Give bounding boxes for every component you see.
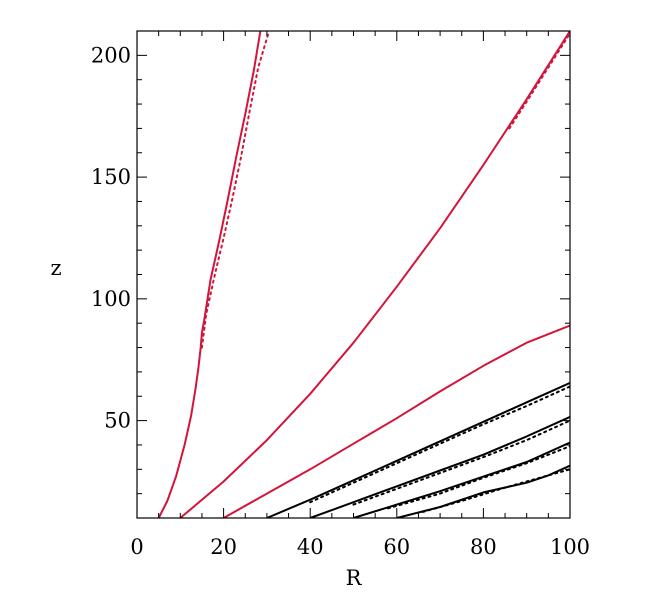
series-line-2-dotted: [200, 31, 271, 349]
series-line-5-solid: [223, 324, 570, 518]
y-axis-label: z: [50, 256, 61, 280]
series-line-10-solid: [353, 441, 570, 518]
y-tick-label: 200: [91, 43, 131, 67]
series-line-7-dotted: [309, 385, 570, 504]
x-tick-label: 80: [470, 535, 497, 559]
y-tick-label: 50: [104, 409, 131, 433]
series-line-8-solid: [309, 415, 570, 518]
x-tick-label: 100: [550, 535, 590, 559]
series-line-4-dotted: [508, 32, 570, 130]
x-axis-label: R: [346, 566, 363, 590]
series-line-3-solid: [179, 31, 570, 518]
series-line-13-dotted: [421, 468, 570, 513]
series-line-11-dotted: [387, 445, 570, 510]
x-tick-label: 60: [383, 535, 410, 559]
x-tick-label: 20: [210, 535, 237, 559]
x-tick-label: 0: [130, 535, 143, 559]
ticks-layer: 0 20 40 60 80 100 50 100 150 200: [91, 30, 590, 559]
x-tick-label: 40: [297, 535, 324, 559]
curves-layer: [157, 31, 570, 518]
series-line-9-dotted: [352, 419, 570, 506]
y-tick-label: 100: [91, 287, 131, 311]
series-line-6-solid: [266, 381, 570, 518]
y-tick-label: 150: [91, 165, 131, 189]
series-line-1-solid: [157, 31, 262, 518]
